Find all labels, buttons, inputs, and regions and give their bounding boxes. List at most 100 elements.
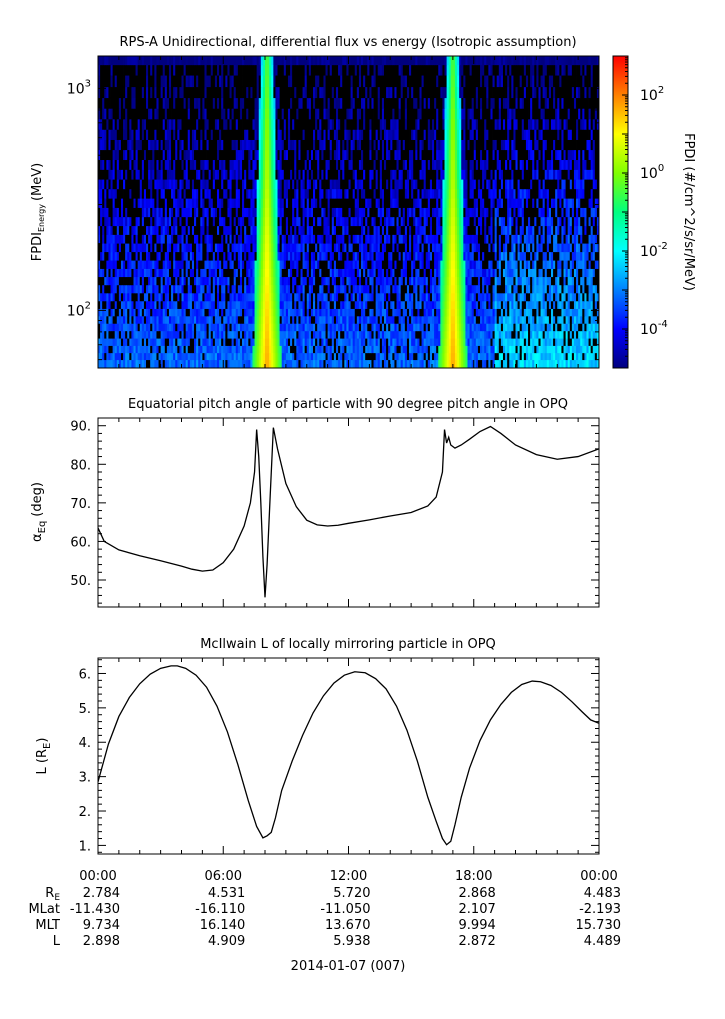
spectrogram-cell <box>191 284 195 294</box>
spectrogram-cell <box>208 216 212 227</box>
spectrogram-cell <box>229 359 232 368</box>
spectrogram-cell <box>398 234 402 244</box>
spectrogram-cell <box>340 300 343 309</box>
spectrogram-cell <box>108 276 111 286</box>
spectrogram-cell <box>471 292 475 302</box>
spectrogram-cell <box>239 323 243 332</box>
spectrogram-cell <box>494 338 498 346</box>
spectrogram-cell <box>473 315 477 324</box>
spectrogram-cell <box>321 338 324 346</box>
spectrogram-cell <box>559 338 562 346</box>
spectrogram-cell <box>333 198 337 208</box>
spectrogram-cell <box>538 225 541 235</box>
spectrogram-cell <box>532 345 535 354</box>
spectrogram-cell <box>561 216 564 227</box>
spectrogram-cell <box>154 345 157 354</box>
spectrogram-cell <box>446 352 450 361</box>
spectrogram-cell <box>331 330 335 339</box>
spectrogram-cell <box>308 359 312 368</box>
spectrogram-cell <box>100 338 103 346</box>
spectrogram-cell <box>187 352 191 361</box>
spectrogram-cell <box>227 243 230 253</box>
spectrogram-cell <box>427 216 431 227</box>
spectrogram-cell <box>208 198 212 208</box>
spectrogram-cell <box>173 198 176 208</box>
spectrogram-cell <box>191 323 195 332</box>
spectrogram-cell <box>567 234 571 244</box>
spectrogram-cell <box>475 345 479 354</box>
spectrogram-cell <box>325 330 329 339</box>
spectrogram-cell <box>156 292 159 302</box>
spectrogram-cell <box>519 352 523 361</box>
spectrogram-cell <box>152 323 155 332</box>
spectrogram-cell <box>538 308 541 317</box>
spectrogram-cell <box>252 300 255 309</box>
spectrogram-cell <box>202 251 205 261</box>
spectrogram-cell <box>281 276 285 286</box>
spectrogram-cell <box>553 323 556 332</box>
spectrogram-cell <box>321 352 324 361</box>
spectrogram-cell <box>229 251 232 261</box>
spectrogram-cell <box>160 243 164 253</box>
spectrogram-cell <box>361 216 364 227</box>
spectrogram-cell <box>525 345 529 354</box>
spectrogram-cell <box>509 251 512 261</box>
spectrogram-cell <box>281 323 285 332</box>
spectrogram-cell <box>519 268 523 278</box>
spectrogram-cell <box>457 345 460 354</box>
spectrogram-cell <box>392 268 395 278</box>
spectrogram-cell <box>402 284 406 294</box>
spectrogram-cell <box>576 300 579 309</box>
spectrogram-cell <box>500 345 504 354</box>
spectrogram-cell <box>459 338 462 346</box>
spectrogram-cell <box>367 315 370 324</box>
spectrogram-cell <box>344 315 347 324</box>
spectrogram-cell <box>258 292 262 302</box>
spectrogram-cell <box>480 234 483 244</box>
spectrogram-cell <box>555 268 558 278</box>
spectrogram-cell <box>388 345 391 354</box>
spectrogram-cell <box>271 207 274 218</box>
spectrogram-cell <box>313 225 316 235</box>
spectrogram-cell <box>160 276 164 286</box>
spectrogram-cell <box>133 323 136 332</box>
spectrogram-cell <box>340 260 343 269</box>
spectrogram-cell <box>296 251 299 261</box>
spectrogram-cell <box>394 330 397 339</box>
spectrogram-cell <box>302 300 306 309</box>
spectrogram-cell <box>517 345 521 354</box>
spectrogram-cell <box>465 323 468 332</box>
spectrogram-cell <box>158 315 162 324</box>
spectrogram-cell <box>580 315 583 324</box>
spectrogram-cell <box>354 308 358 317</box>
spectrogram-cell <box>183 243 187 253</box>
spectrogram-cell <box>156 276 159 286</box>
spectrogram-cell <box>480 315 483 324</box>
spectrogram-cell <box>459 198 462 208</box>
spectrogram-cell <box>413 345 416 354</box>
spectrogram-cell <box>214 284 218 294</box>
spectrogram-cell <box>120 234 124 244</box>
spectrogram-cell <box>231 330 235 339</box>
spectrogram-cell <box>383 225 387 235</box>
spectrogram-cell <box>580 216 583 227</box>
spectrogram-cell <box>298 359 301 368</box>
spectrogram-cell <box>371 234 374 244</box>
spectrogram-cell <box>473 284 477 294</box>
spectrogram-cell <box>139 315 143 324</box>
spectrogram-cell <box>511 338 514 346</box>
spectrogram-cell <box>477 345 481 354</box>
spectrogram-cell <box>442 268 445 278</box>
spectrogram-cell <box>290 330 293 339</box>
spectrogram-cell <box>392 315 395 324</box>
spectrogram-cell <box>125 268 128 278</box>
spectrogram-cell <box>442 308 445 317</box>
spectrogram-cell <box>294 207 297 218</box>
spectrogram-cell <box>102 352 105 361</box>
spectrogram-cell <box>306 225 310 235</box>
spectrogram-cell <box>454 216 458 227</box>
spectrogram-cell <box>313 284 316 294</box>
spectrogram-cell <box>429 276 433 286</box>
spectrogram-cell <box>239 198 243 208</box>
spectrogram-cell <box>356 251 360 261</box>
